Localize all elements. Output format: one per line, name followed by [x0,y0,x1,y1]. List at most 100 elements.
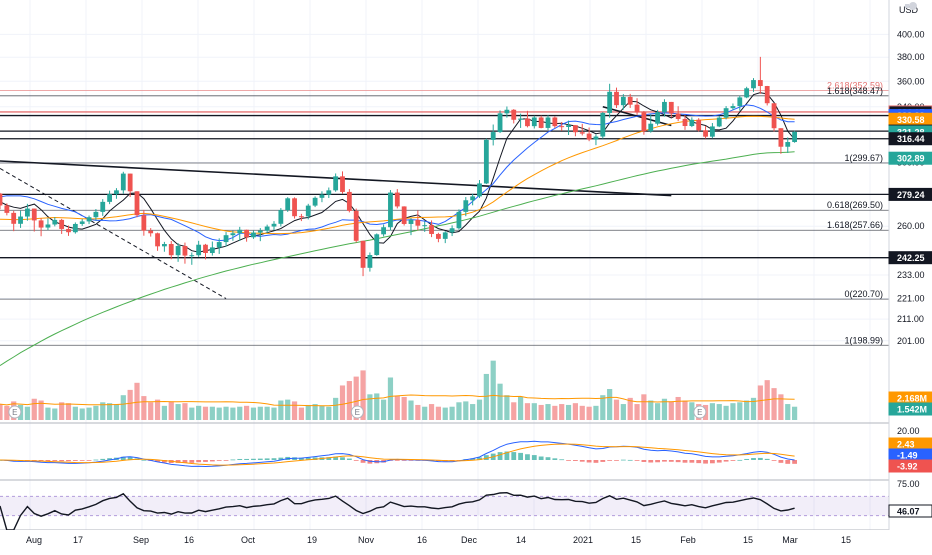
volume-bar [730,403,736,420]
volume-bar [483,373,489,420]
volume-bar [45,407,51,420]
candle-body [278,210,284,224]
moving-average-line [0,115,795,235]
macd-histogram-bar [120,456,126,460]
candle-body [381,227,386,235]
macd-histogram-bar [627,459,633,461]
macd-histogram-bar [333,456,339,460]
macd-histogram-bar [675,460,681,463]
time-axis[interactable]: Aug 17 Sep 16 Oct 19 Nov 16 Dec 14 2021 15 Feb 15 Mar 1… [0,530,932,550]
chart-ui [905,2,917,10]
candle-body [730,106,736,109]
macd-histogram-bar [353,460,359,461]
candle-body [209,247,215,254]
volume-bar [244,405,250,420]
macd-histogram-bar [648,460,654,463]
volume-bar [387,377,394,420]
time-tick-label: Sep [133,535,149,545]
earnings-marker-label: E [12,408,17,417]
macd-histogram-bar [710,460,715,464]
volume-bar [298,407,304,420]
fib-level-label: 2.618(352.59) [827,81,883,91]
volume-bar [65,403,72,420]
candle-body [11,212,17,224]
candle-body [456,211,462,229]
price-tick-label: 211.00 [897,314,924,324]
candle-body [696,119,702,131]
macd-tag-bg [888,459,932,473]
time-tick-label: 17 [73,535,83,545]
volume-bar [107,403,113,420]
volume-bar [148,402,154,420]
macd-histogram-bar [573,460,578,461]
macd-histogram-bar [72,460,78,461]
candle-body [545,117,551,128]
volume-bar [161,405,167,420]
volume-bar [620,404,626,420]
volume-bar [408,400,414,420]
price-tag: 242.25 [897,253,925,263]
volume-bar [490,360,496,420]
volume-bar [600,395,606,420]
macd-histogram-bar [757,457,763,460]
volume-bar [634,404,640,420]
time-tick-label: 16 [184,535,194,545]
volume-bar [230,407,236,420]
price-tick-label: 233.00 [897,270,925,280]
earnings-marker [350,405,364,419]
candle-body [367,255,373,268]
candle-body [203,244,208,254]
macd-tick-label: 20.00 [897,426,920,436]
earnings-marker [693,405,707,419]
candle-body [552,117,558,127]
volume-bar [689,402,695,420]
logo-icon [905,4,909,8]
candle-body [271,223,277,227]
candle-body [689,119,695,127]
macd-histogram-bar [244,458,249,460]
candle-body [189,255,195,257]
volume-bar [278,400,284,420]
candle-body [107,194,112,202]
rsi-band [0,496,889,516]
candle-body [45,224,51,228]
volume-bar [127,389,133,420]
candle-body [504,109,510,114]
volume-bar [545,404,551,420]
candle-body [114,190,119,195]
volume-bar [346,381,352,420]
macd-histogram-bar [751,458,756,460]
volume-bar [353,376,359,420]
macd-histogram-bar [79,460,85,461]
volume-bar [168,401,174,420]
macd-histogram-bar [730,460,736,461]
macd-histogram-bar [531,455,537,460]
candle-body [429,225,434,234]
price-tick-label: 380.00 [897,52,925,62]
volume-bar [442,407,448,420]
macd-histogram-bar [264,458,270,460]
volume-bar [449,406,455,420]
volume-bar [723,405,729,420]
macd-histogram-bar [778,460,784,463]
time-tick-label: Aug [26,535,42,545]
candle-body [497,113,503,133]
time-tick-label: Dec [461,535,478,545]
candle-body [182,245,188,256]
candle-body [401,206,407,224]
volume-bar [0,404,3,420]
macd-histogram-bar [251,458,256,460]
candle-body [566,125,571,127]
volume-bar [189,407,195,420]
time-tick-label: 14 [516,535,526,545]
candle-body [620,96,626,106]
volume-bar [415,404,421,420]
macd-histogram-bar [566,460,571,461]
volume-bar [771,388,777,420]
volume-bar [511,402,517,420]
volume-bar [463,401,469,420]
volume-bar [305,404,311,420]
